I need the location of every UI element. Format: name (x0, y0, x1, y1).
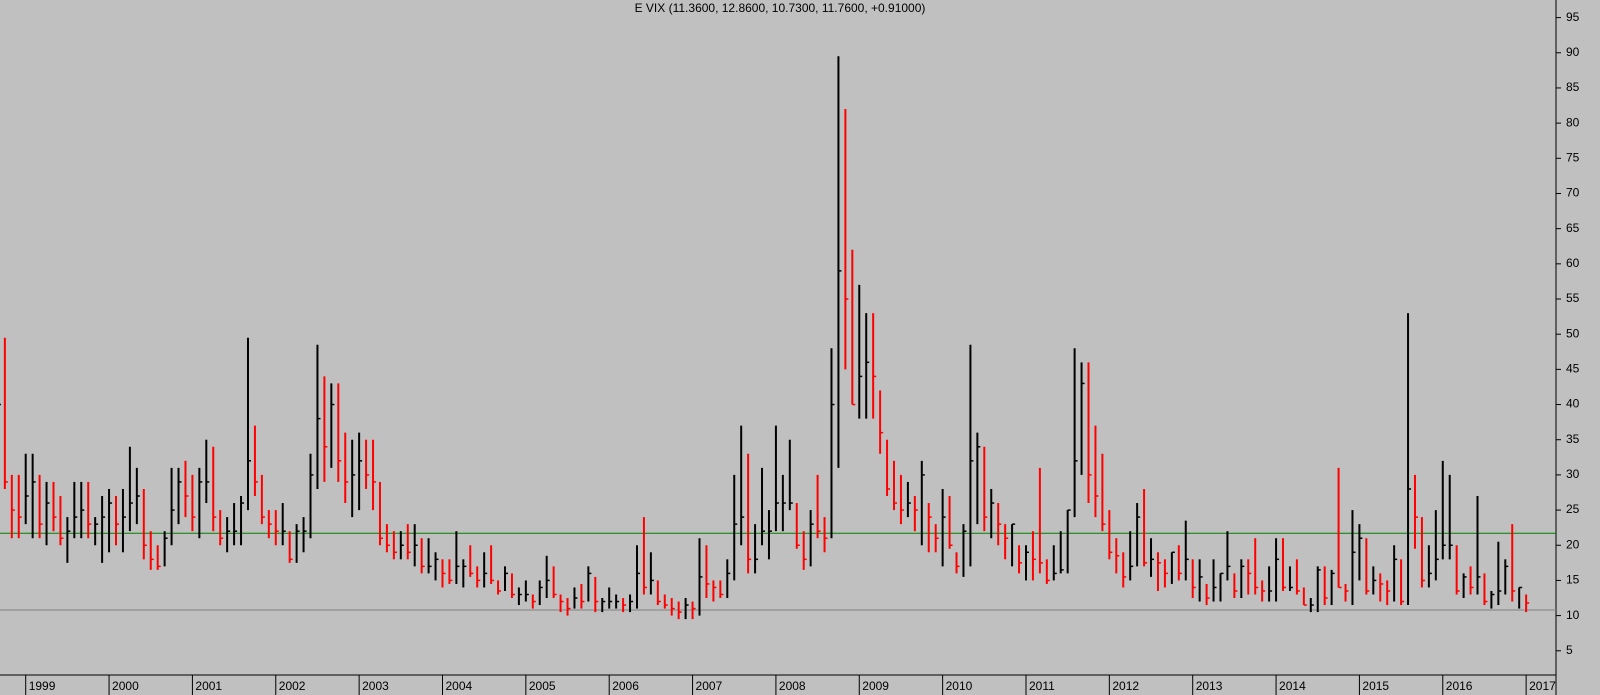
y-tick-label: 65 (1566, 221, 1580, 235)
x-tick-label: 2007 (696, 679, 723, 693)
x-tick-label: 2009 (862, 679, 889, 693)
x-tick-label: 2008 (779, 679, 806, 693)
y-tick-label: 45 (1566, 362, 1580, 376)
y-tick-label: 15 (1566, 573, 1580, 587)
y-tick-label: 60 (1566, 256, 1580, 270)
x-tick-label: 2004 (445, 679, 472, 693)
y-tick-label: 35 (1566, 432, 1580, 446)
chart-title: E VIX (11.3600, 12.8600, 10.7300, 11.760… (635, 1, 926, 15)
x-tick-label: 2016 (1446, 679, 1473, 693)
x-tick-label: 1999 (29, 679, 56, 693)
y-tick-label: 70 (1566, 186, 1580, 200)
x-tick-label: 2014 (1279, 679, 1306, 693)
x-tick-label: 2012 (1112, 679, 1139, 693)
x-tick-label: 2017 (1529, 679, 1556, 693)
y-tick-label: 25 (1566, 502, 1580, 516)
y-tick-label: 50 (1566, 326, 1580, 340)
x-tick-label: 2005 (529, 679, 556, 693)
y-tick-label: 30 (1566, 467, 1580, 481)
y-tick-label: 80 (1566, 115, 1580, 129)
x-tick-label: 2015 (1362, 679, 1389, 693)
x-tick-label: 2013 (1196, 679, 1223, 693)
y-tick-label: 40 (1566, 397, 1580, 411)
y-tick-label: 55 (1566, 291, 1580, 305)
x-tick-label: 2002 (279, 679, 306, 693)
y-tick-label: 95 (1566, 10, 1580, 24)
y-tick-label: 5 (1566, 643, 1573, 657)
y-tick-label: 20 (1566, 537, 1580, 551)
y-tick-label: 90 (1566, 45, 1580, 59)
x-tick-label: 2003 (362, 679, 389, 693)
x-tick-label: 2001 (195, 679, 222, 693)
y-tick-label: 85 (1566, 80, 1580, 94)
x-tick-label: 2010 (946, 679, 973, 693)
x-tick-label: 2011 (1029, 679, 1055, 693)
x-tick-label: 2000 (112, 679, 139, 693)
y-tick-label: 75 (1566, 150, 1580, 164)
y-tick-label: 10 (1566, 608, 1580, 622)
x-tick-label: 2006 (612, 679, 639, 693)
